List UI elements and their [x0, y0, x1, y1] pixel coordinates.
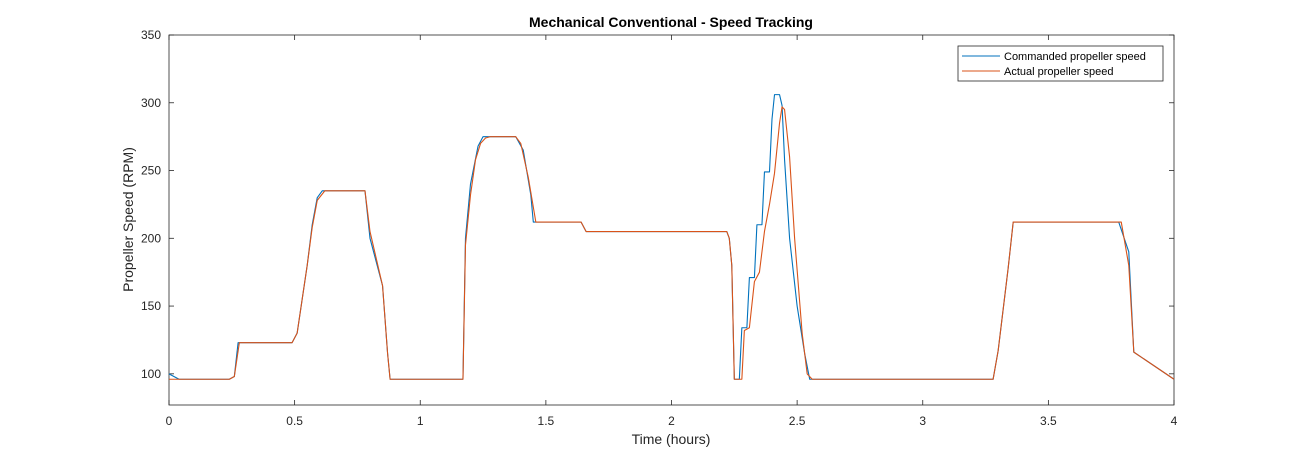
x-tick-label: 0.5 — [286, 414, 303, 428]
y-tick-label: 200 — [141, 231, 161, 245]
y-tick-label: 300 — [141, 96, 161, 110]
legend-box — [957, 45, 1164, 82]
x-tick-label: 0 — [166, 414, 173, 428]
y-tick-label: 250 — [141, 164, 161, 178]
x-tick-label: 2 — [668, 414, 675, 428]
y-tick-label: 350 — [141, 28, 161, 42]
x-tick-label: 4 — [1171, 414, 1178, 428]
x-axis-label: Time (hours) — [632, 431, 711, 447]
x-tick-label: 3 — [919, 414, 926, 428]
y-axis-label: Propeller Speed (RPM) — [120, 147, 136, 292]
plot-area: 0 0.5 1 1.5 2 2.5 3 3.5 4 100 150 200 250 300 350 — [141, 28, 1178, 428]
x-tick-label: 1.5 — [538, 414, 555, 428]
series-line-2 — [169, 106, 1175, 380]
y-tick-label: 150 — [141, 299, 161, 313]
chart-title: Mechanical Conventional - Speed Tracking — [529, 14, 813, 30]
legend: Commanded propeller speed Actual propelle… — [957, 45, 1164, 82]
x-tick-label: 1 — [417, 414, 424, 428]
y-tick-label: 100 — [141, 367, 161, 381]
x-tick-label: 3.5 — [1040, 414, 1057, 428]
x-tick-label: 2.5 — [789, 414, 806, 428]
legend-label-2: Actual propeller speed — [1004, 66, 1113, 78]
legend-label-1: Commanded propeller speed — [1004, 51, 1146, 63]
